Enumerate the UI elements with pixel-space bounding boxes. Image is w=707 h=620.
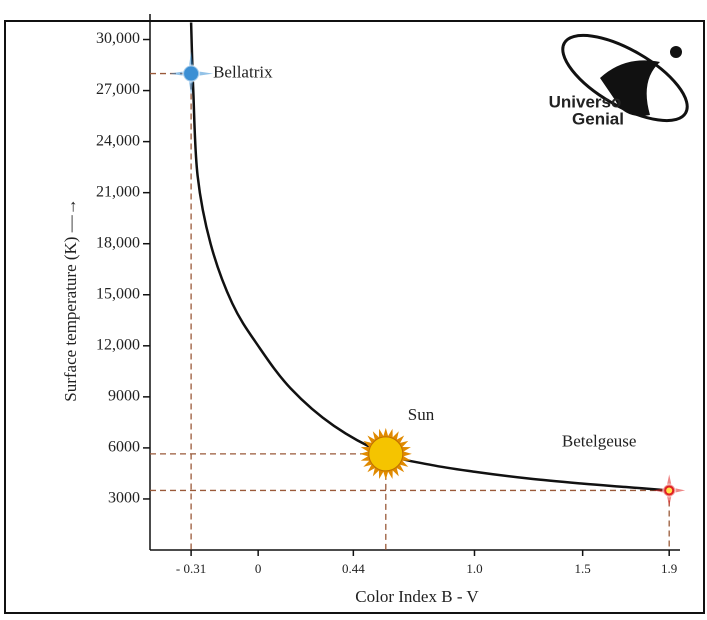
y-tick-label: 6000: [108, 439, 140, 456]
y-tick-label: 27,000: [96, 81, 140, 98]
y-tick-label: 15,000: [96, 285, 140, 302]
star-core: [369, 437, 403, 471]
star-label: Betelgeuse: [562, 431, 637, 450]
x-tick-label: 1.5: [575, 561, 591, 576]
x-tick-label: 1.9: [661, 561, 677, 576]
x-axis-label: Color Index B - V: [355, 587, 479, 606]
y-tick-label: 3000: [108, 490, 140, 507]
x-tick-label: 0.44: [342, 561, 365, 576]
y-tick-label: 21,000: [96, 183, 140, 200]
x-tick-label: 0: [255, 561, 262, 576]
x-tick-label: - 0.31: [176, 561, 206, 576]
star-center: [666, 487, 672, 493]
y-tick-label: 24,000: [96, 132, 140, 149]
chart: Universo Genial Color Index B - V Surfac…: [0, 0, 707, 615]
y-axis-label: Surface temperature (K) —→: [61, 198, 80, 401]
star-core: [183, 66, 199, 82]
logo-text: Genial: [572, 109, 624, 128]
x-tick-label: 1.0: [466, 561, 482, 576]
y-tick-label: 12,000: [96, 336, 140, 353]
y-tick-label: 18,000: [96, 234, 140, 251]
y-tick-label: 30,000: [96, 30, 140, 47]
star-label: Sun: [408, 405, 435, 424]
star-label: Bellatrix: [213, 62, 273, 81]
logo-dot: [670, 46, 682, 58]
y-tick-label: 9000: [108, 388, 140, 405]
